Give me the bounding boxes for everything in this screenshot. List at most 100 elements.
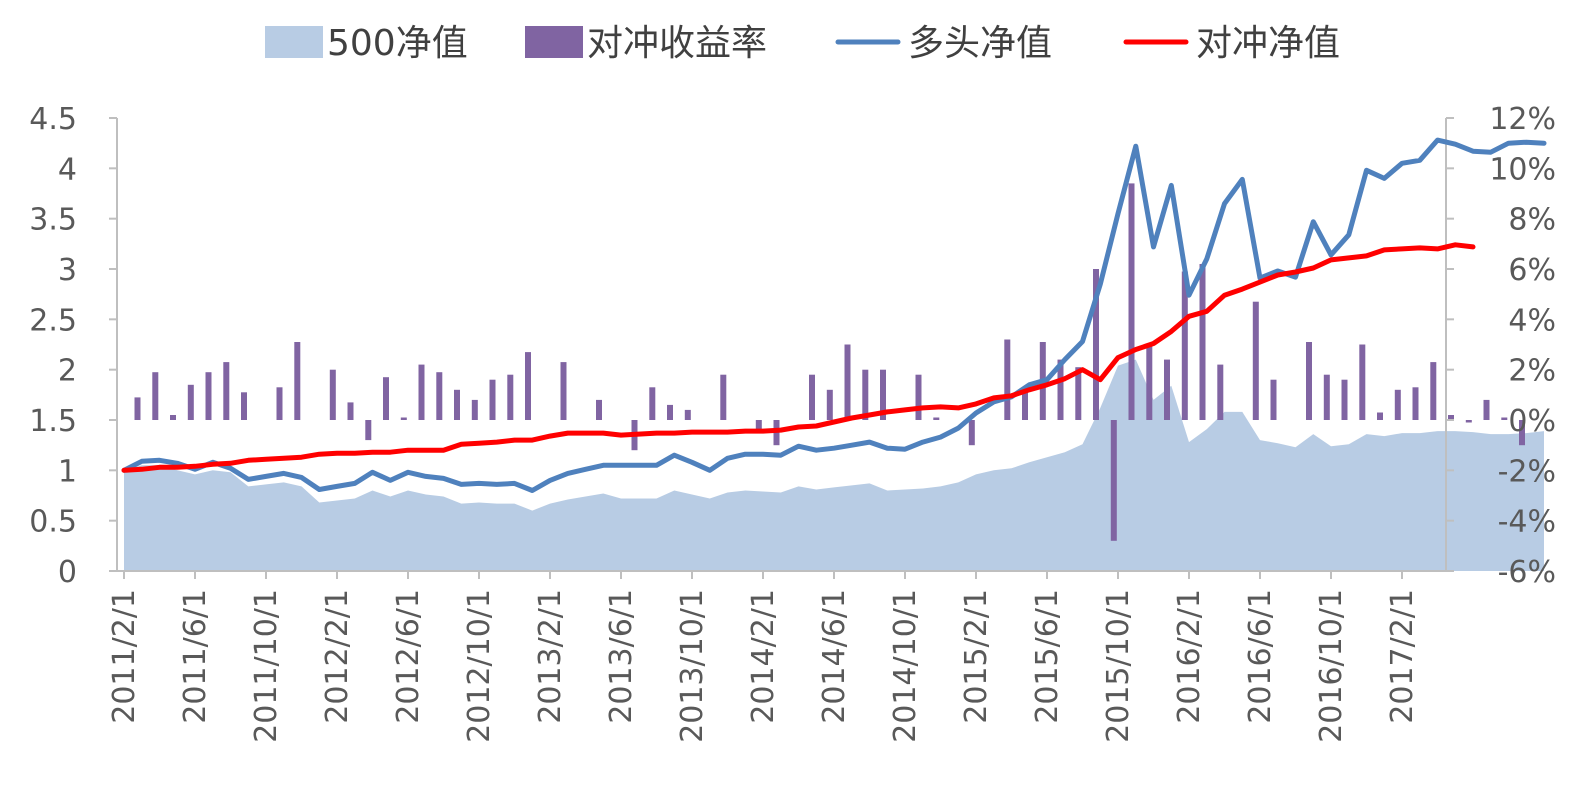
y-tick-label-right: -4% (1498, 505, 1556, 540)
hedge-return-bar (383, 377, 389, 420)
y-tick-label-right: 2% (1508, 354, 1556, 389)
hedge-return-bar (347, 402, 354, 420)
hedge-return-bar (1448, 415, 1454, 420)
hedge-return-bar (187, 384, 194, 420)
legend: 500净值 对冲收益率 多头净值 对冲净值 (265, 23, 1340, 64)
hedge-return-bar (1430, 362, 1437, 420)
hedge-return-bar (1146, 344, 1153, 420)
hedge-return-bar (1465, 420, 1472, 423)
x-axis-ticks: 2011/2/1 2011/6/1 2011/10/1 2012/2/1 2012/6/… (107, 571, 1420, 743)
hedge-return-bar (1483, 399, 1490, 420)
hedge-return-bar (649, 387, 656, 420)
y-tick-label-right: 10% (1489, 152, 1556, 187)
hedge-return-bar (1022, 387, 1028, 420)
x-tick-label: 2014/6/1 (817, 589, 852, 724)
y-tick-label-left: 1 (58, 454, 77, 489)
x-tick-label: 2016/2/1 (1172, 589, 1207, 724)
hedge-return-bar (507, 374, 514, 420)
x-tick-label: 2012/2/1 (320, 589, 355, 724)
hedge-return-bar (1394, 389, 1401, 420)
y-tick-label-left: 1.5 (29, 404, 77, 439)
nav-lines (121, 137, 1547, 493)
x-tick-label: 2011/6/1 (178, 589, 213, 724)
x-tick-label: 2017/2/1 (1385, 589, 1420, 724)
hedge-return-bar (1093, 269, 1099, 420)
hedge-return-bar (525, 352, 531, 420)
hedge-return-bar (418, 364, 425, 420)
x-tick-label: 2014/2/1 (746, 589, 781, 724)
hedge-return-bar (596, 399, 602, 420)
hedge-return-bar (170, 415, 176, 420)
y-tick-label-right: -6% (1498, 555, 1556, 590)
x-tick-label: 2013/2/1 (533, 589, 568, 724)
hedge-return-bar (826, 389, 833, 420)
csi500-area (124, 359, 1544, 571)
y-tick-label-right: 12% (1489, 102, 1556, 137)
y-tick-label-right: 6% (1508, 253, 1556, 288)
legend-label-hedge-nav: 对冲净值 (1196, 23, 1340, 64)
hedge-return-bar (471, 399, 478, 420)
hedge-return-bar (1164, 359, 1170, 420)
hedge-return-bar (1501, 417, 1508, 420)
hedge-return-bar (134, 397, 141, 420)
hedge-return-bar (862, 369, 869, 420)
x-tick-label: 2015/6/1 (1030, 589, 1065, 724)
y-tick-label-right: 8% (1508, 203, 1556, 238)
hedge-return-bar (241, 392, 247, 420)
x-tick-label: 2013/6/1 (604, 589, 639, 724)
y-tick-label-left: 2 (58, 354, 77, 389)
y-tick-label-right: 0% (1508, 404, 1556, 439)
y-tick-label-left: 0 (58, 555, 77, 590)
x-tick-label: 2012/10/1 (462, 589, 497, 743)
hedge-return-bar (1412, 387, 1419, 420)
y-tick-label-left: 3 (58, 253, 77, 288)
hedge-return-bar (1323, 374, 1330, 420)
hedge-return-bar (720, 374, 727, 420)
x-tick-label: 2011/2/1 (107, 589, 142, 724)
y-tick-label-left: 4 (58, 152, 77, 187)
hedge-return-bar (205, 372, 212, 420)
legend-swatch-hedge-return (525, 26, 583, 58)
x-tick-label: 2014/10/1 (888, 589, 923, 743)
hedge-return-bar (276, 387, 283, 420)
hedge-return-bar (152, 372, 159, 420)
x-tick-label: 2011/10/1 (249, 589, 284, 743)
hedge-return-bar (1128, 183, 1135, 420)
hedge-return-bar (365, 420, 372, 441)
hedge-return-bar (915, 374, 922, 420)
hedge-return-bar (1359, 344, 1366, 420)
csi500-area-layer (124, 359, 1544, 571)
legend-label-hedge-return: 对冲收益率 (587, 23, 767, 64)
hedge-return-bar (223, 362, 230, 420)
hedge-return-bar (1181, 271, 1188, 420)
hedge-return-bar (1306, 342, 1312, 420)
y-tick-label-left: 3.5 (29, 203, 77, 238)
y-tick-label-left: 4.5 (29, 102, 77, 137)
hedge-return-bar (1270, 379, 1277, 420)
hedge-return-bar (1252, 301, 1259, 420)
hedge-return-bar (933, 417, 940, 420)
hedge-return-bar (809, 374, 815, 420)
x-tick-label: 2013/10/1 (675, 589, 710, 743)
x-tick-label: 2012/6/1 (391, 589, 426, 724)
hedge-return-bar (880, 369, 886, 420)
legend-swatch-csi500 (265, 26, 323, 58)
hedge-return-bar (1217, 364, 1224, 420)
hedge-return-bar (1519, 420, 1525, 446)
hedge-return-bar (1004, 339, 1011, 420)
hedge-return-bar (968, 420, 975, 446)
x-tick-label: 2015/10/1 (1101, 589, 1136, 743)
hedge-return-bar (684, 409, 691, 420)
hedge-return-bar (560, 362, 567, 420)
hedge-return-bar (844, 344, 851, 420)
hedge-return-bar (667, 404, 673, 420)
y-tick-label-right: -2% (1498, 454, 1556, 489)
hedge-return-bar (489, 379, 496, 420)
hedge-return-bar (1341, 379, 1348, 420)
hedge-return-bar (755, 420, 762, 431)
hedge-return-bar (436, 372, 443, 420)
hedge-return-bar (1075, 367, 1082, 420)
long-nav-line (121, 137, 1547, 493)
hedge-return-bar (329, 369, 336, 420)
